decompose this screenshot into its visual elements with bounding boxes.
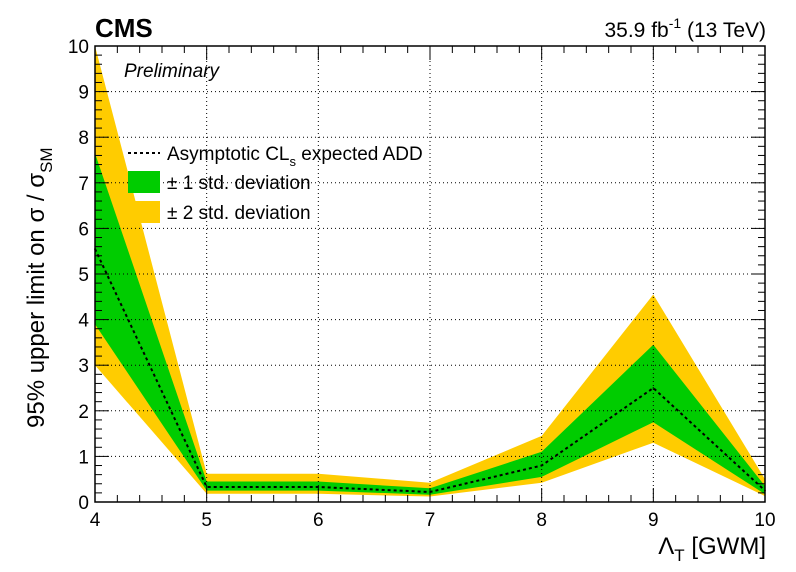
experiment-label: CMS <box>95 13 153 43</box>
legend-expected-main: Asymptotic CL <box>167 144 289 165</box>
luminosity-prefix: 35.9 fb <box>604 19 668 42</box>
x-tick-label: 8 <box>536 510 547 531</box>
legend-expected-sub: s <box>289 154 296 169</box>
legend-two-sigma-label: ± 2 std. deviation <box>167 203 311 224</box>
x-tick-label: 6 <box>313 510 324 531</box>
y-tick-label: 9 <box>78 83 89 104</box>
y-tick-label: 8 <box>78 128 89 149</box>
legend: Asymptotic CLs expected ADD ± 1 std. dev… <box>128 144 423 224</box>
x-tick-label: 9 <box>648 510 659 531</box>
x-tick-label: 5 <box>201 510 212 531</box>
luminosity-label: 35.9 fb-1 (13 TeV) <box>604 15 766 42</box>
x-axis-title: ΛT [GWM] <box>658 533 766 565</box>
x-axis-title-unit: [GWM] <box>685 533 766 560</box>
expected-limit-point <box>205 486 208 488</box>
y-tick-label: 3 <box>78 356 89 377</box>
ticks-layer: 4 5 6 7 8 9 10 0 1 2 3 4 5 6 7 8 9 10 <box>68 37 776 531</box>
one-sigma-band <box>95 153 765 495</box>
x-axis-title-sub: T <box>674 546 684 565</box>
expected-limit-point <box>317 486 320 488</box>
y-tick-label: 7 <box>78 174 89 195</box>
x-tick-label: 10 <box>754 510 775 531</box>
legend-one-sigma-label: ± 1 std. deviation <box>167 173 311 194</box>
y-tick-label: 6 <box>78 219 89 240</box>
y-tick-label: 4 <box>78 311 89 332</box>
y-axis-title-sub: SM <box>37 147 56 173</box>
y-tick-label: 2 <box>78 402 89 423</box>
energy-label: (13 TeV) <box>681 19 766 42</box>
x-axis-title-symbol: Λ <box>658 533 674 560</box>
y-tick-label: 5 <box>78 265 89 286</box>
legend-expected-rest: expected ADD <box>296 144 423 165</box>
grid-layer <box>95 46 765 502</box>
legend-expected-label: Asymptotic CLs expected ADD <box>167 144 423 169</box>
bands-layer <box>95 46 765 497</box>
status-label: Preliminary <box>124 61 221 82</box>
x-tick-label: 4 <box>90 510 101 531</box>
y-tick-label: 10 <box>68 37 89 58</box>
expected-limit-point <box>652 387 655 389</box>
two-sigma-band <box>95 46 765 497</box>
legend-one-sigma-swatch <box>128 171 160 193</box>
legend-two-sigma-swatch <box>128 201 160 223</box>
y-tick-label: 0 <box>78 493 89 514</box>
y-axis-title-main: 95% upper limit on σ / σ <box>23 173 50 428</box>
y-tick-label: 1 <box>78 447 89 468</box>
x-tick-label: 7 <box>425 510 436 531</box>
y-axis-title: 95% upper limit on σ / σSM <box>23 147 56 428</box>
expected-limit-point <box>540 464 543 467</box>
luminosity-exponent: -1 <box>669 15 682 31</box>
